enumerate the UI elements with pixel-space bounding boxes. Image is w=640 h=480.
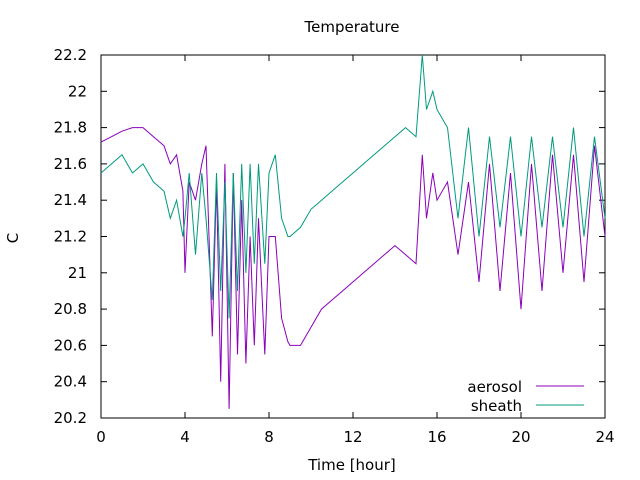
legend: aerosol sheath bbox=[467, 378, 584, 415]
axis-ticks: 0 4 8 12 16 20 24 20.2 20.4 20.6 20.8 21 21.2 21.4 21.… bbox=[54, 46, 615, 446]
x-tick-label: 16 bbox=[427, 428, 446, 446]
y-tick-label: 22 bbox=[68, 82, 87, 100]
y-tick-label: 21.4 bbox=[54, 191, 87, 209]
legend-label-sheath: sheath bbox=[471, 397, 522, 415]
y-tick-label: 21.6 bbox=[54, 155, 87, 173]
series-layer bbox=[100, 54, 606, 409]
y-tick-label: 20.2 bbox=[54, 409, 87, 427]
series-line-aerosol bbox=[100, 127, 606, 409]
y-tick-label: 20.8 bbox=[54, 300, 87, 318]
series-line-sheath bbox=[100, 54, 606, 319]
x-tick-label: 12 bbox=[343, 428, 362, 446]
y-axis-label: C bbox=[4, 233, 22, 243]
y-tick-label: 21 bbox=[68, 264, 87, 282]
x-axis-label: Time [hour] bbox=[307, 456, 396, 474]
chart-title: Temperature bbox=[303, 18, 399, 36]
x-tick-label: 8 bbox=[264, 428, 274, 446]
y-tick-label: 20.6 bbox=[54, 336, 87, 354]
x-tick-label: 0 bbox=[96, 428, 106, 446]
y-tick-label: 22.2 bbox=[54, 46, 87, 64]
y-tick-label: 21.8 bbox=[54, 119, 87, 137]
plot-frame bbox=[100, 54, 606, 419]
legend-label-aerosol: aerosol bbox=[467, 378, 522, 396]
x-tick-label: 20 bbox=[511, 428, 530, 446]
y-tick-label: 20.4 bbox=[54, 373, 87, 391]
x-tick-label: 24 bbox=[595, 428, 614, 446]
x-tick-label: 4 bbox=[180, 428, 190, 446]
y-tick-label: 21.2 bbox=[54, 228, 87, 246]
